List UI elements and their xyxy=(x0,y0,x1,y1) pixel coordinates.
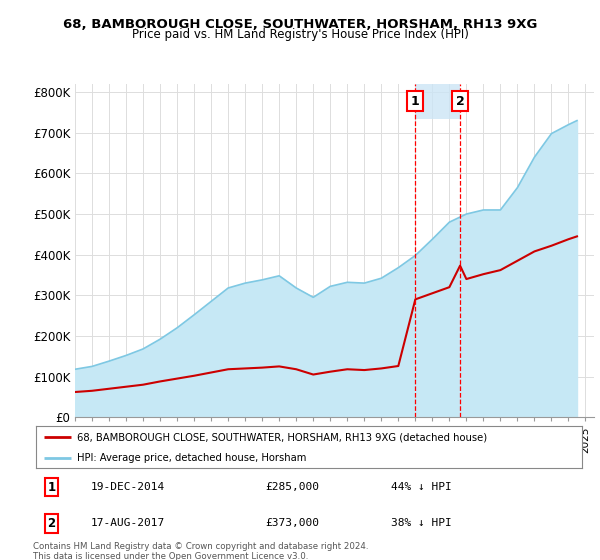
Text: Contains HM Land Registry data © Crown copyright and database right 2024.
This d: Contains HM Land Registry data © Crown c… xyxy=(33,542,368,560)
Text: 17-AUG-2017: 17-AUG-2017 xyxy=(91,519,165,529)
Bar xyxy=(415,84,460,119)
Text: 68, BAMBOROUGH CLOSE, SOUTHWATER, HORSHAM, RH13 9XG: 68, BAMBOROUGH CLOSE, SOUTHWATER, HORSHA… xyxy=(63,18,537,31)
Text: £373,000: £373,000 xyxy=(265,519,319,529)
Text: 1: 1 xyxy=(47,481,55,494)
Text: 19-DEC-2014: 19-DEC-2014 xyxy=(91,482,165,492)
Text: 38% ↓ HPI: 38% ↓ HPI xyxy=(391,519,452,529)
Text: 68, BAMBOROUGH CLOSE, SOUTHWATER, HORSHAM, RH13 9XG (detached house): 68, BAMBOROUGH CLOSE, SOUTHWATER, HORSHA… xyxy=(77,432,487,442)
Text: 2: 2 xyxy=(47,517,55,530)
Text: £285,000: £285,000 xyxy=(265,482,319,492)
Text: HPI: Average price, detached house, Horsham: HPI: Average price, detached house, Hors… xyxy=(77,454,307,463)
Text: Price paid vs. HM Land Registry's House Price Index (HPI): Price paid vs. HM Land Registry's House … xyxy=(131,28,469,41)
Text: 2: 2 xyxy=(456,95,464,108)
Text: 1: 1 xyxy=(410,95,419,108)
Text: 44% ↓ HPI: 44% ↓ HPI xyxy=(391,482,452,492)
